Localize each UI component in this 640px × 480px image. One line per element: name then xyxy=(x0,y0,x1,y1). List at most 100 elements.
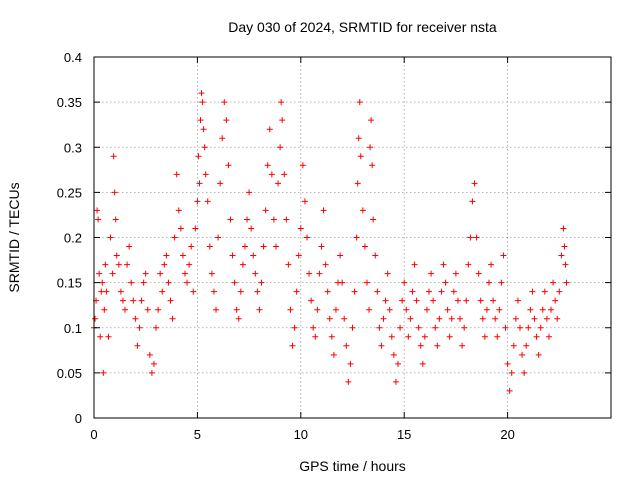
data-point xyxy=(471,180,478,187)
data-point xyxy=(316,270,323,277)
data-point xyxy=(502,324,509,331)
data-point xyxy=(438,288,445,295)
data-point xyxy=(208,270,215,277)
data-point xyxy=(446,333,453,340)
data-point xyxy=(184,279,191,286)
chart-title: Day 030 of 2024, SRMTID for receiver nst… xyxy=(228,19,497,35)
data-point xyxy=(517,324,524,331)
data-point xyxy=(225,162,232,169)
data-point xyxy=(417,342,424,349)
data-point xyxy=(227,216,234,223)
data-point xyxy=(545,333,552,340)
data-point xyxy=(415,324,422,331)
data-point xyxy=(492,315,499,322)
data-point xyxy=(155,306,162,313)
data-point xyxy=(175,207,182,214)
data-point xyxy=(130,297,137,304)
data-point xyxy=(113,252,120,259)
data-point xyxy=(272,243,279,250)
data-point xyxy=(488,261,495,268)
data-point xyxy=(332,306,339,313)
data-point xyxy=(202,171,209,178)
data-point xyxy=(262,207,269,214)
data-points xyxy=(91,90,570,394)
data-point xyxy=(301,198,308,205)
data-point xyxy=(343,342,350,349)
data-point xyxy=(233,306,240,313)
data-point xyxy=(394,360,401,367)
data-point xyxy=(192,225,199,232)
y-tick-label: 0.15 xyxy=(57,276,82,291)
data-point xyxy=(105,333,112,340)
data-point xyxy=(369,162,376,169)
data-point xyxy=(454,297,461,304)
data-point xyxy=(498,279,505,286)
x-axis-title: GPS time / hours xyxy=(299,458,406,474)
data-point xyxy=(148,369,155,376)
data-point xyxy=(157,270,164,277)
data-point xyxy=(167,297,174,304)
data-point xyxy=(357,153,364,160)
data-point xyxy=(219,135,226,142)
data-point xyxy=(100,369,107,376)
data-point xyxy=(195,153,202,160)
data-point xyxy=(347,360,354,367)
data-point xyxy=(179,252,186,259)
data-point xyxy=(378,342,385,349)
data-point xyxy=(297,225,304,232)
data-point xyxy=(345,378,352,385)
data-point xyxy=(353,234,360,241)
data-point xyxy=(423,306,430,313)
data-point xyxy=(521,369,528,376)
data-point xyxy=(552,297,559,304)
x-tick-label: 0 xyxy=(90,427,97,442)
data-point xyxy=(281,171,288,178)
data-point xyxy=(558,252,565,259)
data-point xyxy=(190,288,197,295)
data-point xyxy=(308,297,315,304)
data-point xyxy=(337,252,344,259)
data-point xyxy=(295,252,302,259)
data-point xyxy=(161,261,168,268)
data-point xyxy=(368,117,375,124)
y-tick-label: 0.05 xyxy=(57,366,82,381)
data-point xyxy=(496,306,503,313)
data-point xyxy=(128,279,135,286)
data-point xyxy=(96,270,103,277)
data-point xyxy=(107,234,114,241)
data-point xyxy=(197,117,204,124)
data-point xyxy=(217,180,224,187)
data-point xyxy=(102,261,109,268)
data-point xyxy=(142,270,149,277)
data-point xyxy=(171,234,178,241)
data-point xyxy=(254,288,261,295)
data-point xyxy=(117,288,124,295)
data-point xyxy=(115,261,122,268)
data-point xyxy=(401,279,408,286)
data-point xyxy=(324,288,331,295)
data-point xyxy=(144,306,151,313)
data-point xyxy=(101,306,108,313)
data-point xyxy=(111,189,118,196)
data-point xyxy=(428,270,435,277)
axis-tick-labels: 0 5 10 15 20 0 0.05 0.1 0.15 0.2 0.25 0.3 0.35 0.4 xyxy=(57,50,515,442)
data-point xyxy=(97,333,104,340)
data-point xyxy=(349,324,356,331)
data-point xyxy=(186,261,193,268)
data-point xyxy=(98,288,105,295)
data-point xyxy=(563,279,570,286)
data-point xyxy=(318,243,325,250)
data-point xyxy=(310,324,317,331)
data-point xyxy=(320,207,327,214)
data-point xyxy=(132,315,139,322)
y-tick-label: 0.4 xyxy=(64,50,82,65)
y-tick-label: 0.35 xyxy=(57,95,82,110)
data-point xyxy=(136,324,143,331)
axis-ticks xyxy=(93,56,611,419)
data-point xyxy=(287,306,294,313)
data-point xyxy=(169,315,176,322)
data-point xyxy=(293,288,300,295)
data-point xyxy=(508,369,515,376)
data-point xyxy=(370,216,377,223)
